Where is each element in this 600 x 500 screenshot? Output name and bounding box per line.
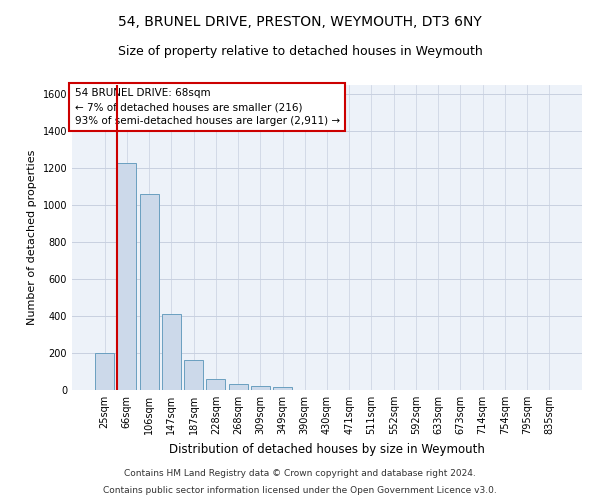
Bar — [140, 194, 158, 390]
Text: Size of property relative to detached houses in Weymouth: Size of property relative to detached ho… — [118, 45, 482, 58]
Text: 54 BRUNEL DRIVE: 68sqm
← 7% of detached houses are smaller (216)
93% of semi-det: 54 BRUNEL DRIVE: 68sqm ← 7% of detached … — [74, 88, 340, 126]
Y-axis label: Number of detached properties: Number of detached properties — [27, 150, 37, 325]
Bar — [162, 314, 181, 390]
Bar — [229, 384, 248, 390]
Bar — [206, 379, 225, 390]
Text: Contains public sector information licensed under the Open Government Licence v3: Contains public sector information licen… — [103, 486, 497, 495]
Bar — [273, 387, 292, 390]
Text: 54, BRUNEL DRIVE, PRESTON, WEYMOUTH, DT3 6NY: 54, BRUNEL DRIVE, PRESTON, WEYMOUTH, DT3… — [118, 15, 482, 29]
Bar — [95, 353, 114, 390]
X-axis label: Distribution of detached houses by size in Weymouth: Distribution of detached houses by size … — [169, 442, 485, 456]
Text: Contains HM Land Registry data © Crown copyright and database right 2024.: Contains HM Land Registry data © Crown c… — [124, 468, 476, 477]
Bar — [251, 386, 270, 390]
Bar — [118, 162, 136, 390]
Bar — [184, 360, 203, 390]
